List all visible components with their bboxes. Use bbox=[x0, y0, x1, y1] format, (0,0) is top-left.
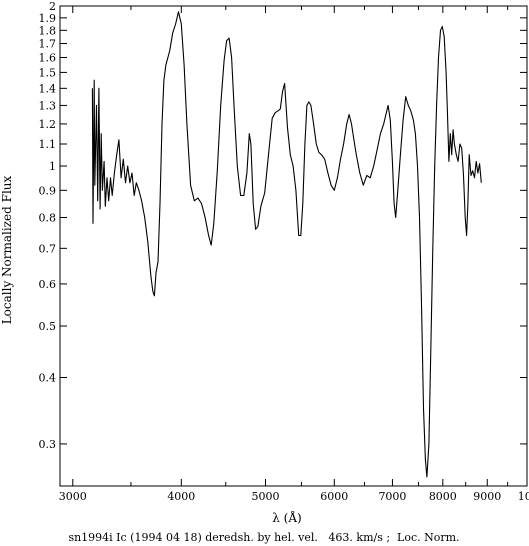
plot-frame bbox=[59, 5, 528, 487]
chart-caption: sn1994i Ic (1994 04 18) deredsh. by hel.… bbox=[68, 531, 459, 544]
x-tick-label: 10⁴ bbox=[518, 490, 529, 503]
y-tick-label: 1.3 bbox=[39, 99, 57, 112]
x-tick-label: 8000 bbox=[429, 490, 457, 503]
x-tick-label: 9000 bbox=[473, 490, 501, 503]
y-tick-label: 1.1 bbox=[39, 138, 57, 151]
x-tick-label: 4000 bbox=[167, 490, 195, 503]
y-tick-label: 1.6 bbox=[39, 52, 57, 65]
x-tick-label: 6000 bbox=[320, 490, 348, 503]
y-tick-label: 1 bbox=[49, 160, 56, 173]
y-tick-label: 0.4 bbox=[39, 372, 57, 385]
y-tick-label: 0.8 bbox=[39, 212, 57, 225]
y-tick-label: 0.3 bbox=[39, 438, 57, 451]
y-tick-label: 0.5 bbox=[39, 320, 57, 333]
y-tick-label: 0.6 bbox=[39, 278, 57, 291]
y-tick-label: 1.8 bbox=[39, 24, 57, 37]
y-tick-label: 1.7 bbox=[39, 38, 57, 51]
y-tick-label: 1.9 bbox=[39, 12, 57, 25]
x-tick-label: 3000 bbox=[59, 490, 87, 503]
spectrum-line bbox=[91, 11, 482, 478]
x-tick-label: 7000 bbox=[378, 490, 406, 503]
y-axis-ticks: 0.3 0.4 0.5 0.6 0.7 0.8 0.9 1 1.1 1.2 1.3 1.4 1.51.6… bbox=[39, 0, 527, 451]
y-tick-label: 1.4 bbox=[39, 82, 57, 95]
y-tick-label: 1.2 bbox=[39, 118, 57, 131]
x-axis-ticks: 3000 4000 5000 6000 7000 8000 9000 10⁴ bbox=[59, 6, 529, 503]
y-tick-label: 1.5 bbox=[39, 66, 57, 79]
y-tick-label: 2 bbox=[49, 0, 56, 13]
x-axis-label: λ (Å) bbox=[272, 510, 301, 525]
y-axis-label: Locally Normalized Flux bbox=[0, 175, 14, 324]
x-tick-label: 5000 bbox=[252, 490, 280, 503]
y-tick-label: 0.7 bbox=[39, 242, 57, 255]
y-tick-label: 0.9 bbox=[39, 184, 57, 197]
